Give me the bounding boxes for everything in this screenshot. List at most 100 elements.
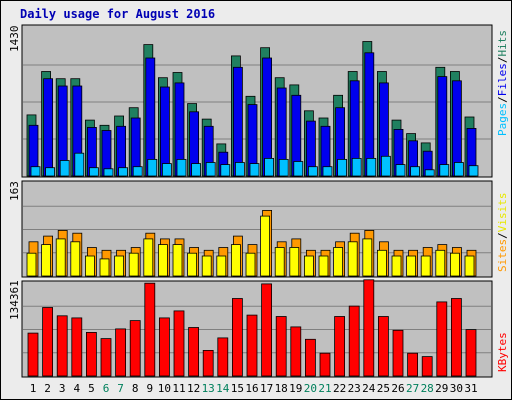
visits-bar — [347, 241, 358, 277]
pages-bar — [468, 165, 479, 177]
day-label: 22 — [333, 382, 346, 395]
files-bar — [232, 66, 243, 177]
visits-bar — [172, 244, 183, 277]
top-ymax-label: 1430 — [8, 26, 21, 53]
day-label: 10 — [158, 382, 171, 395]
kbytes-bar — [56, 315, 68, 377]
day-label: 2 — [44, 382, 51, 395]
kbytes-bar — [188, 327, 200, 377]
day-label: 12 — [187, 382, 200, 395]
pages-bar — [74, 152, 85, 177]
pages-bar — [45, 167, 55, 177]
pages-bar — [89, 167, 99, 177]
visits-bar — [143, 238, 154, 277]
kbytes-bar — [261, 283, 273, 377]
legend-middle: Sites/Visits — [496, 193, 509, 273]
pages-bar — [176, 158, 187, 177]
visits-bar — [376, 249, 387, 277]
day-label: 19 — [289, 382, 302, 395]
day-label: 28 — [421, 382, 434, 395]
pages-bar — [118, 167, 128, 177]
pages-bar — [234, 162, 245, 177]
kbytes-bar — [246, 314, 258, 377]
day-label: 24 — [362, 382, 376, 395]
pages-bar — [322, 166, 333, 177]
pages-bar — [380, 155, 391, 177]
visits-bar — [114, 255, 124, 277]
kbytes-bar — [436, 301, 448, 377]
visits-bar — [406, 255, 417, 277]
pages-bar — [424, 169, 435, 177]
visits-bar — [201, 255, 212, 277]
legend-hits: Hits — [496, 30, 509, 57]
visits-bar — [303, 255, 314, 277]
kbytes-bar — [86, 331, 97, 377]
kbytes-bar — [144, 282, 156, 377]
legend-files: Files — [496, 63, 509, 96]
day-label: 7 — [117, 382, 124, 395]
visits-bar — [464, 255, 475, 277]
pages-bar — [249, 163, 260, 177]
visits-bar — [187, 252, 198, 277]
legend-sep-3: / — [496, 232, 509, 239]
pages-bar — [351, 157, 362, 177]
pages-bar — [337, 158, 348, 177]
kbytes-bar — [27, 332, 39, 377]
pages-bar — [30, 166, 41, 177]
pages-bar — [264, 157, 275, 177]
day-label: 17 — [260, 382, 273, 395]
kbytes-bar — [407, 352, 419, 377]
visits-bar — [318, 255, 329, 277]
pages-bar — [147, 158, 158, 177]
pages-bar — [132, 166, 143, 177]
legend-visits: Visits — [496, 193, 509, 233]
pages-bar — [103, 168, 114, 177]
pages-bar — [161, 163, 172, 177]
visits-bar — [70, 241, 81, 277]
kbytes-bar — [129, 320, 141, 377]
day-label: 23 — [348, 382, 361, 395]
day-label: 20 — [304, 382, 317, 395]
kbytes-bar — [363, 279, 375, 377]
pages-bar — [307, 166, 318, 177]
day-label: 16 — [245, 382, 258, 395]
files-bar — [145, 57, 156, 177]
day-label: 6 — [103, 382, 110, 395]
kbytes-bar — [217, 337, 229, 377]
day-label: 13 — [202, 382, 215, 395]
chart-title: Daily usage for August 2016 — [20, 7, 216, 21]
files-bar — [451, 80, 462, 177]
day-label: 29 — [435, 382, 448, 395]
visits-bar — [26, 252, 37, 277]
day-label: 9 — [146, 382, 153, 395]
visits-bar — [230, 244, 241, 277]
pages-bar — [293, 161, 304, 177]
files-bar — [159, 86, 170, 177]
day-label: 11 — [172, 382, 185, 395]
pages-bar — [59, 160, 70, 177]
pages-bar — [453, 162, 464, 177]
day-label: 30 — [450, 382, 463, 395]
pages-bar — [366, 157, 377, 177]
visits-bar — [435, 249, 446, 277]
day-label: 25 — [377, 382, 390, 395]
legend-sep-2: / — [496, 57, 509, 64]
legend-sites: Sites — [496, 239, 509, 272]
pages-bar — [410, 166, 421, 177]
visits-bar — [333, 247, 344, 277]
visits-bar — [216, 255, 227, 277]
day-label: 31 — [464, 382, 477, 395]
pages-bar — [439, 164, 450, 177]
files-bar — [437, 76, 448, 177]
visits-bar — [362, 238, 373, 277]
kbytes-bar — [115, 328, 126, 377]
day-label: 15 — [231, 382, 244, 395]
legend-pages: Pages — [496, 103, 509, 136]
visits-bar — [245, 252, 256, 277]
day-label: 4 — [73, 382, 80, 395]
visits-bar — [85, 255, 95, 277]
visits-bar — [391, 255, 402, 277]
day-label: 27 — [406, 382, 419, 395]
visits-bar — [157, 244, 168, 277]
